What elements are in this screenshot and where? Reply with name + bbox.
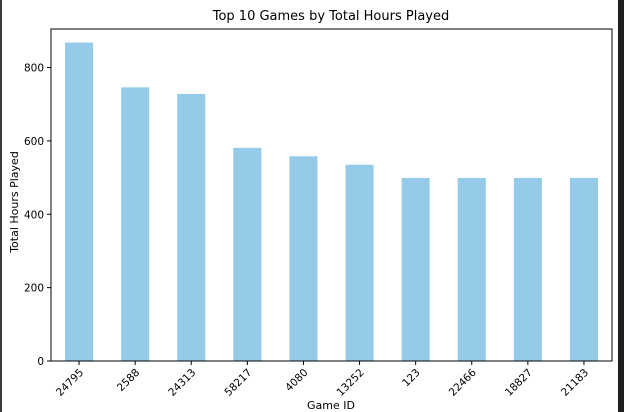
y-ticks-group: 0 200 400 600 800 [24, 63, 51, 368]
bar-2588 [121, 87, 150, 361]
y-tick-label: 400 [24, 209, 44, 221]
plot-area-border [50, 28, 613, 362]
x-tick-label: 24795 [54, 367, 86, 399]
bar-21183 [569, 177, 598, 361]
x-tick-label: 21183 [559, 367, 591, 399]
y-tick-label: 0 [37, 356, 44, 368]
x-tick-label: 2588 [115, 367, 142, 394]
x-tick-label: 22466 [447, 366, 479, 398]
bar-4080 [289, 156, 318, 361]
chart-title: Top 10 Games by Total Hours Played [212, 9, 450, 24]
bar-13252 [345, 164, 374, 361]
x-tick-label: 13252 [335, 367, 367, 399]
frame-right-edge [618, 0, 624, 412]
bar-123 [401, 177, 430, 361]
x-tick-label: 4080 [283, 367, 310, 394]
x-axis-label: Game ID [307, 399, 355, 412]
bar-18827 [513, 177, 542, 361]
y-tick-label: 800 [24, 63, 44, 75]
x-ticks-group: 24795 2588 24313 58217 4080 13252 123 22466 1882… [54, 361, 591, 399]
x-tick-label: 123 [400, 367, 423, 390]
frame-left-edge [0, 0, 2, 412]
x-tick-label: 58217 [222, 367, 254, 399]
bars-group [65, 42, 598, 362]
bar-24313 [177, 93, 206, 362]
x-tick-label: 18827 [503, 367, 535, 399]
y-axis-label: Total Hours Played [8, 151, 21, 254]
x-tick-label: 24313 [166, 367, 198, 399]
bar-24795 [65, 42, 94, 361]
y-tick-label: 600 [24, 136, 44, 148]
bar-58217 [233, 147, 262, 361]
y-tick-label: 200 [24, 283, 44, 295]
bar-22466 [457, 177, 486, 361]
